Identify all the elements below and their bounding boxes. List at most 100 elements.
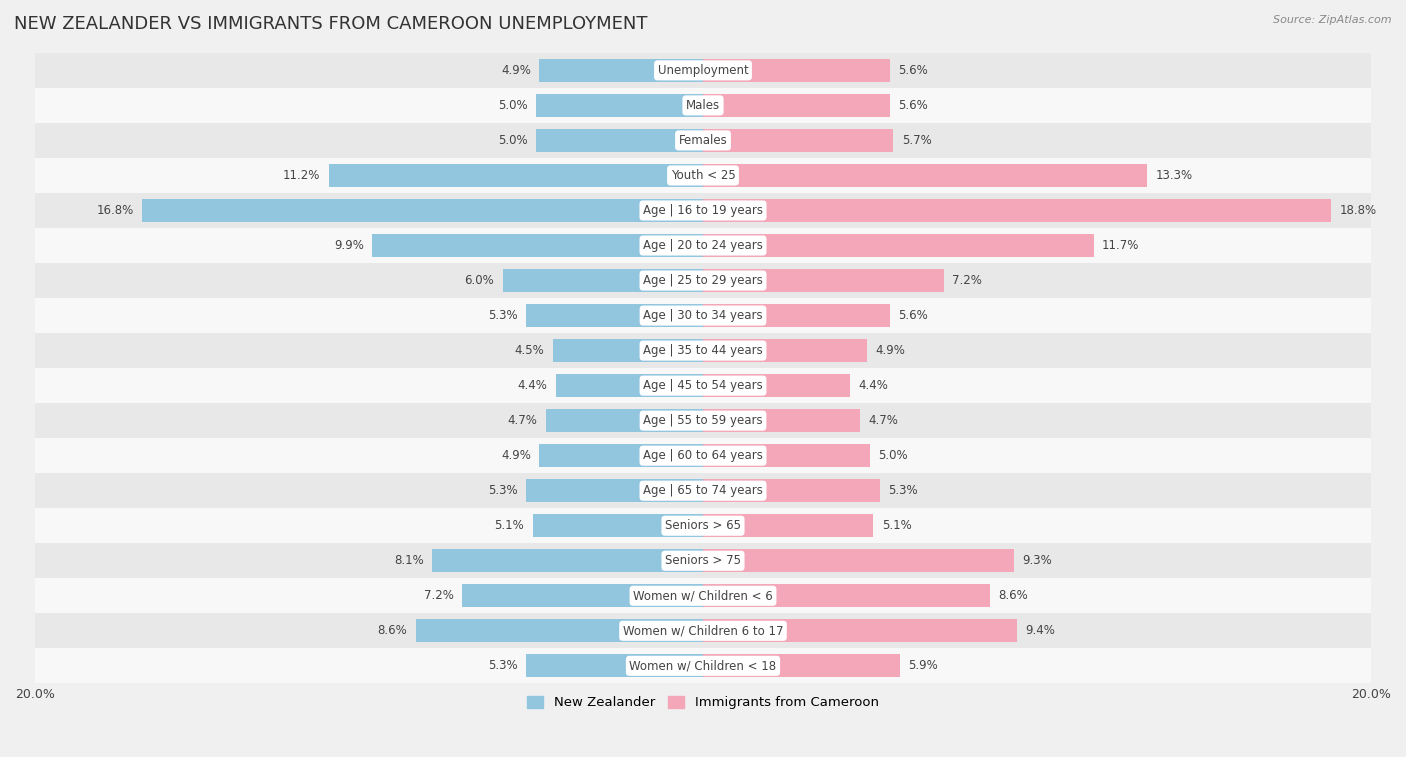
Bar — [540, 444, 703, 467]
Bar — [536, 94, 703, 117]
Text: 5.1%: 5.1% — [495, 519, 524, 532]
Text: 8.1%: 8.1% — [394, 554, 425, 567]
Text: 5.3%: 5.3% — [488, 309, 517, 322]
Bar — [35, 648, 1371, 684]
Text: 5.6%: 5.6% — [898, 64, 928, 77]
Bar — [329, 164, 703, 187]
Text: 5.0%: 5.0% — [879, 449, 908, 463]
Bar — [35, 333, 1371, 368]
Bar — [35, 613, 1371, 648]
Text: 7.2%: 7.2% — [425, 589, 454, 603]
Text: Age | 25 to 29 years: Age | 25 to 29 years — [643, 274, 763, 287]
Bar — [35, 298, 1371, 333]
Text: 4.5%: 4.5% — [515, 344, 544, 357]
Bar — [35, 158, 1371, 193]
Text: 9.3%: 9.3% — [1022, 554, 1052, 567]
Bar — [703, 234, 1094, 257]
Text: Age | 16 to 19 years: Age | 16 to 19 years — [643, 204, 763, 217]
Bar — [526, 304, 703, 327]
Text: 4.7%: 4.7% — [869, 414, 898, 427]
Text: 8.6%: 8.6% — [378, 625, 408, 637]
Bar — [142, 199, 703, 222]
Text: 9.4%: 9.4% — [1025, 625, 1056, 637]
Text: 4.4%: 4.4% — [858, 379, 889, 392]
Text: Youth < 25: Youth < 25 — [671, 169, 735, 182]
Text: Age | 45 to 54 years: Age | 45 to 54 years — [643, 379, 763, 392]
Bar — [703, 199, 1331, 222]
Bar — [35, 368, 1371, 403]
Bar — [703, 129, 893, 152]
Bar — [433, 550, 703, 572]
Bar — [35, 193, 1371, 228]
Bar — [703, 444, 870, 467]
Text: 11.2%: 11.2% — [283, 169, 321, 182]
Text: 5.7%: 5.7% — [901, 134, 932, 147]
Bar — [533, 514, 703, 537]
Text: 11.7%: 11.7% — [1102, 239, 1139, 252]
Bar — [703, 514, 873, 537]
Text: 5.3%: 5.3% — [488, 659, 517, 672]
Bar — [35, 438, 1371, 473]
Bar — [526, 479, 703, 502]
Text: 5.0%: 5.0% — [498, 134, 527, 147]
Bar — [35, 508, 1371, 544]
Bar — [35, 123, 1371, 158]
Text: 5.6%: 5.6% — [898, 99, 928, 112]
Bar — [540, 59, 703, 82]
Text: 4.9%: 4.9% — [875, 344, 905, 357]
Bar — [703, 304, 890, 327]
Bar — [502, 269, 703, 292]
Text: 6.0%: 6.0% — [464, 274, 495, 287]
Text: 4.9%: 4.9% — [501, 64, 531, 77]
Text: Source: ZipAtlas.com: Source: ZipAtlas.com — [1274, 15, 1392, 25]
Text: Women w/ Children 6 to 17: Women w/ Children 6 to 17 — [623, 625, 783, 637]
Bar — [416, 619, 703, 642]
Text: 4.9%: 4.9% — [501, 449, 531, 463]
Bar — [703, 269, 943, 292]
Text: 9.9%: 9.9% — [335, 239, 364, 252]
Bar — [703, 374, 851, 397]
Text: 5.0%: 5.0% — [498, 99, 527, 112]
Bar — [703, 550, 1014, 572]
Bar — [703, 410, 860, 432]
Bar — [546, 410, 703, 432]
Bar — [35, 544, 1371, 578]
Bar — [35, 403, 1371, 438]
Bar — [35, 88, 1371, 123]
Text: 4.4%: 4.4% — [517, 379, 548, 392]
Text: 13.3%: 13.3% — [1156, 169, 1192, 182]
Text: Seniors > 65: Seniors > 65 — [665, 519, 741, 532]
Text: 5.6%: 5.6% — [898, 309, 928, 322]
Text: Women w/ Children < 18: Women w/ Children < 18 — [630, 659, 776, 672]
Text: 8.6%: 8.6% — [998, 589, 1028, 603]
Text: 4.7%: 4.7% — [508, 414, 537, 427]
Text: Age | 55 to 59 years: Age | 55 to 59 years — [643, 414, 763, 427]
Text: 5.3%: 5.3% — [889, 484, 918, 497]
Bar — [35, 578, 1371, 613]
Text: 7.2%: 7.2% — [952, 274, 981, 287]
Bar — [703, 619, 1017, 642]
Bar — [703, 164, 1147, 187]
Bar — [555, 374, 703, 397]
Text: Women w/ Children < 6: Women w/ Children < 6 — [633, 589, 773, 603]
Text: Age | 35 to 44 years: Age | 35 to 44 years — [643, 344, 763, 357]
Bar — [553, 339, 703, 362]
Text: 5.3%: 5.3% — [488, 484, 517, 497]
Bar — [703, 94, 890, 117]
Text: 16.8%: 16.8% — [96, 204, 134, 217]
Bar — [703, 339, 866, 362]
Text: NEW ZEALANDER VS IMMIGRANTS FROM CAMEROON UNEMPLOYMENT: NEW ZEALANDER VS IMMIGRANTS FROM CAMEROO… — [14, 15, 648, 33]
Text: Males: Males — [686, 99, 720, 112]
Bar — [35, 473, 1371, 508]
Text: Seniors > 75: Seniors > 75 — [665, 554, 741, 567]
Bar — [703, 479, 880, 502]
Text: 5.9%: 5.9% — [908, 659, 938, 672]
Bar — [703, 59, 890, 82]
Bar — [703, 655, 900, 678]
Text: Females: Females — [679, 134, 727, 147]
Bar — [463, 584, 703, 607]
Text: Age | 65 to 74 years: Age | 65 to 74 years — [643, 484, 763, 497]
Text: Unemployment: Unemployment — [658, 64, 748, 77]
Bar — [35, 53, 1371, 88]
Bar — [526, 655, 703, 678]
